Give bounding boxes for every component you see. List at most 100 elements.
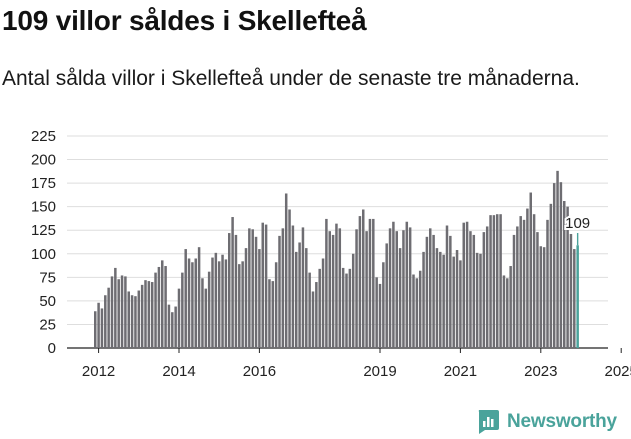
bar [385,243,388,348]
bar [331,234,335,348]
bar [321,258,325,348]
x-tick-label: 2023 [524,363,557,380]
bar [191,262,194,348]
bar [496,214,499,348]
bar [365,231,368,348]
y-tick-label: 150 [31,199,56,216]
bar [114,267,117,348]
bar [140,284,144,348]
bar [127,291,130,348]
bar [556,170,559,348]
bar [465,221,469,348]
bar [144,280,147,348]
bar [469,231,472,348]
y-tick-label: 200 [31,152,56,169]
bar [341,267,345,348]
y-tick-label: 125 [31,222,56,239]
bar [395,231,398,348]
bar [318,268,321,348]
bar [147,281,151,348]
bar [301,227,305,348]
bar [472,234,476,348]
bar [295,251,298,348]
bar [117,279,120,348]
bar [412,274,415,348]
x-tick-label: 2025 [605,363,631,380]
bar [392,221,395,348]
bar [94,311,97,348]
bar [174,306,177,348]
x-tick-label: 2014 [162,363,195,380]
bar [137,290,141,348]
bar [251,229,254,348]
bar [475,252,479,348]
bar [378,283,382,348]
x-axis: 2012 2014 2016 2019 2021 2023 2025 [82,348,631,380]
x-tick-label: 2019 [363,363,396,380]
bar [164,266,167,348]
bar [134,296,137,348]
bar [445,225,449,348]
bar [100,308,104,348]
y-tick-label: 225 [31,128,56,145]
bar [130,295,134,348]
bar [171,312,174,348]
bar [201,278,204,348]
y-tick-label: 175 [31,175,56,192]
bar [154,272,157,348]
bar [157,266,161,348]
bar [566,206,569,348]
bar [499,214,502,348]
bar [358,216,362,348]
bar [516,226,519,348]
bar [368,218,372,348]
bar [238,264,241,348]
bar [268,279,271,348]
bar [248,228,251,348]
bar [435,248,439,348]
bar [288,209,291,348]
bar [388,228,392,348]
y-tick-label: 25 [39,316,56,333]
bar-series [94,170,579,348]
y-axis: 0 25 50 75 100 125 150 175 200 225 [31,128,56,357]
bar [529,192,532,348]
chart-title: 109 villor såldes i Skellefteå [2,5,367,36]
bar [214,252,218,348]
bar [234,234,238,348]
bar [536,232,539,348]
bar [298,242,301,348]
bar [509,266,512,348]
bar [291,225,295,348]
bar [526,208,529,348]
x-tick-label: 2016 [243,363,276,380]
bar [241,261,244,348]
bar [181,272,184,348]
bar [485,226,489,348]
bar [405,221,409,348]
bar [124,276,127,348]
bar [479,253,482,348]
bar [459,260,462,348]
bar [338,228,342,348]
bar [335,223,338,348]
bar [375,277,378,348]
bar [110,276,114,348]
newsworthy-logo-icon [478,410,499,434]
bar [217,261,221,348]
bar [315,282,318,348]
bar [422,251,425,348]
bar [539,246,543,348]
y-tick-label: 100 [31,246,56,263]
bar [455,250,459,348]
bar [442,254,445,348]
bar [345,273,348,348]
bar [532,214,536,348]
bar [231,217,234,348]
bar [328,231,331,348]
bar [549,203,553,348]
bar [502,275,506,348]
bar [415,278,419,348]
bar [489,215,492,348]
bar [506,278,509,348]
